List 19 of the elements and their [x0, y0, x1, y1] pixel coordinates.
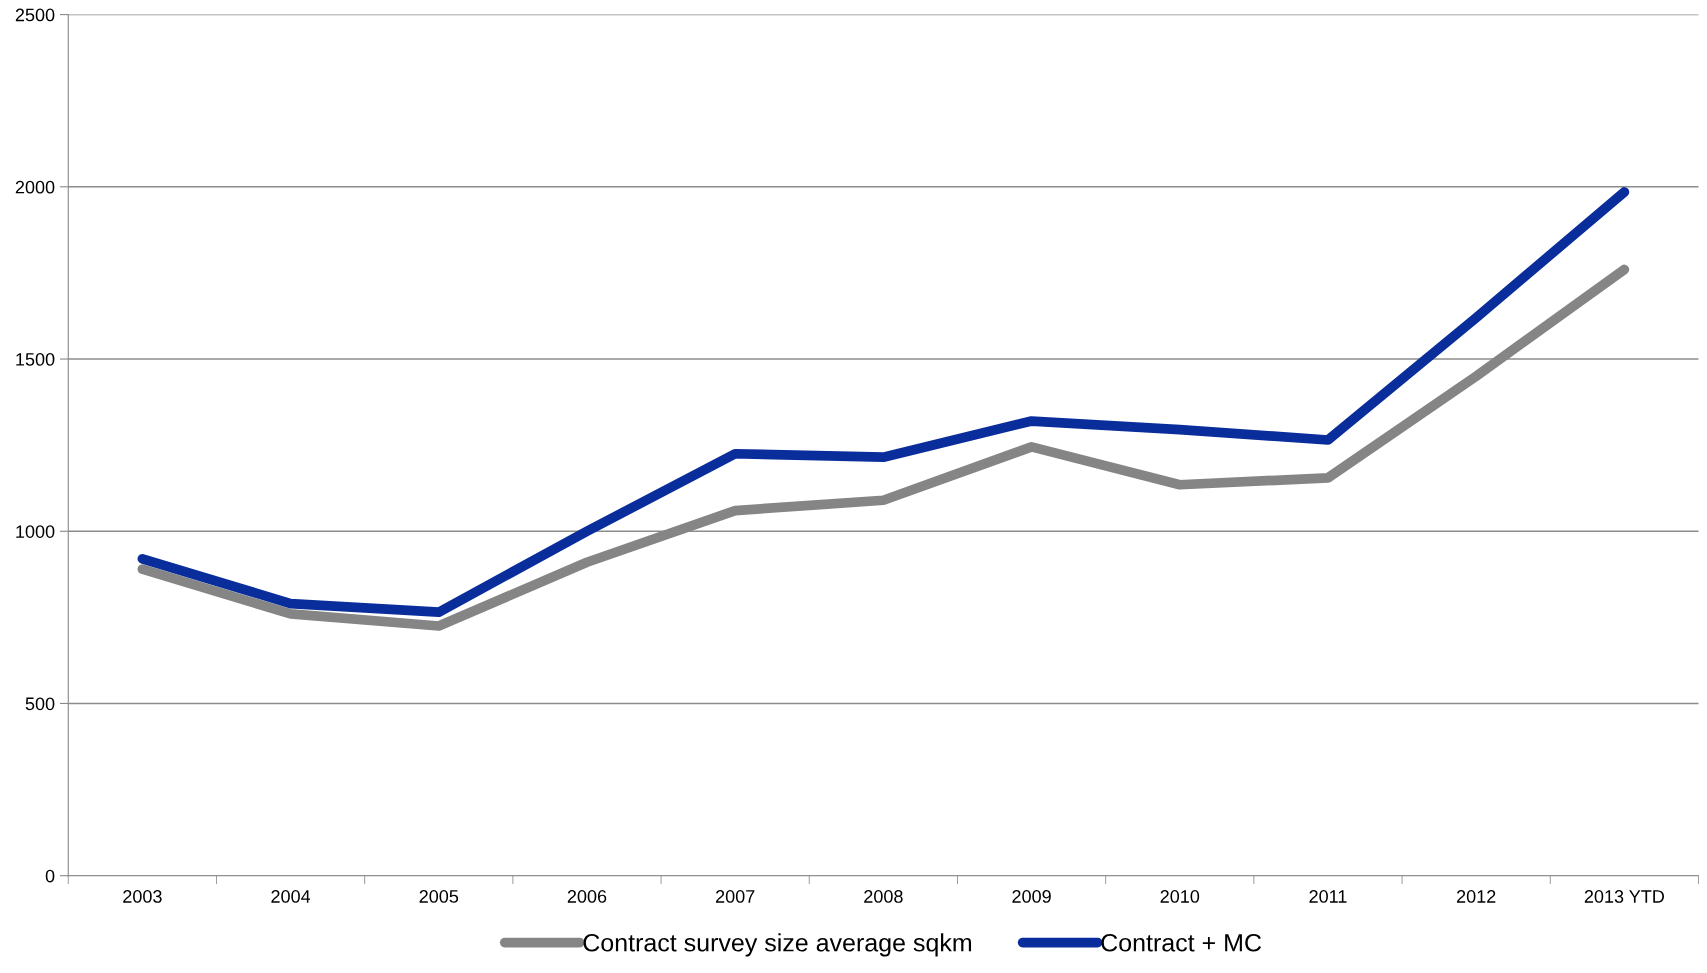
y-tick-label: 2500 [15, 8, 55, 22]
x-tick-label: 2007 [716, 890, 755, 903]
x-tick-label: 2012 [1456, 890, 1496, 903]
x-tick-label: 2005 [419, 890, 459, 903]
x-tick-label: 2004 [271, 890, 311, 903]
y-tick-label: 1000 [16, 525, 55, 538]
x-tick-label: 2006 [567, 890, 607, 903]
y-tick-label: 2000 [15, 180, 55, 194]
x-tick-label: 2003 [123, 890, 162, 903]
x-tick-label: 2013 YTD [1584, 890, 1664, 903]
x-tick-label: 2011 [1309, 890, 1347, 903]
x-tick-label: 2009 [1012, 890, 1051, 903]
legend-label: Contract + MC [1101, 933, 1262, 952]
x-tick-label: 2008 [864, 890, 903, 903]
y-tick-label: 1500 [16, 352, 55, 366]
y-tick-label: 500 [25, 697, 55, 711]
y-tick-label: 0 [45, 869, 55, 883]
legend-label: Contract survey size average sqkm [583, 933, 972, 957]
x-tick-label: 2010 [1160, 890, 1200, 903]
